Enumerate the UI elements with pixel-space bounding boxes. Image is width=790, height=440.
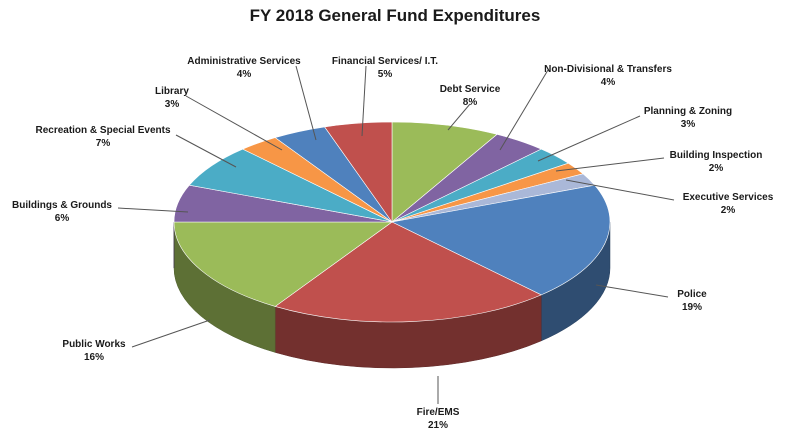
slice-label: Police bbox=[677, 289, 707, 300]
leader-line-executive-services bbox=[565, 179, 675, 201]
slice-label: Library bbox=[155, 86, 189, 97]
slice-debt-service bbox=[391, 121, 498, 223]
slice-value-label: 21% bbox=[428, 420, 448, 431]
leader-line-non-divisional-transfers bbox=[499, 69, 549, 151]
slice-label: Administrative Services bbox=[187, 56, 301, 67]
slice-label: Financial Services/ I.T. bbox=[332, 56, 438, 67]
slice-label: Recreation & Special Events bbox=[35, 125, 170, 136]
leader-line-recreation-special-events bbox=[175, 134, 237, 168]
slice-label: Building Inspection bbox=[670, 150, 763, 161]
slice-value-label: 7% bbox=[96, 138, 111, 149]
slice-value-label: 3% bbox=[165, 99, 180, 110]
slice-value-label: 8% bbox=[463, 97, 478, 108]
slice-financial-services-i-t bbox=[324, 121, 393, 223]
slice-label: Planning & Zoning bbox=[644, 106, 732, 117]
leader-line-administrative-services bbox=[295, 65, 317, 141]
slice-police bbox=[391, 184, 611, 296]
slice-value-label: 3% bbox=[681, 119, 696, 130]
chart-title: FY 2018 General Fund Expenditures bbox=[249, 6, 541, 25]
leader-line-public-works bbox=[131, 319, 211, 348]
leader-line-planning-zoning bbox=[537, 115, 641, 162]
slice-label: Buildings & Grounds bbox=[12, 200, 112, 211]
slice-value-label: 5% bbox=[378, 69, 393, 80]
leader-line-library bbox=[185, 95, 283, 151]
slice-value-label: 6% bbox=[55, 213, 70, 224]
leader-line-buildings-grounds bbox=[117, 207, 189, 213]
slice-label: Non-Divisional & Transfers bbox=[544, 64, 672, 75]
leader-line-debt-service bbox=[447, 103, 471, 131]
slice-value-label: 16% bbox=[84, 352, 104, 363]
slice-value-label: 2% bbox=[709, 163, 724, 174]
slice-value-label: 19% bbox=[682, 302, 702, 313]
slice-value-label: 2% bbox=[721, 205, 736, 216]
slice-fire-ems bbox=[274, 221, 542, 323]
leader-line-financial-services-i-t bbox=[361, 65, 367, 137]
slice-label: Public Works bbox=[62, 339, 126, 350]
slice-value-label: 4% bbox=[601, 77, 616, 88]
leader-line-building-inspection bbox=[555, 157, 665, 172]
slice-label: Executive Services bbox=[683, 192, 774, 203]
slice-public-works bbox=[173, 221, 393, 307]
slice-label: Fire/EMS bbox=[417, 407, 460, 418]
slice-label: Debt Service bbox=[440, 84, 501, 95]
slice-value-label: 4% bbox=[237, 69, 252, 80]
leader-line-police bbox=[595, 284, 669, 298]
